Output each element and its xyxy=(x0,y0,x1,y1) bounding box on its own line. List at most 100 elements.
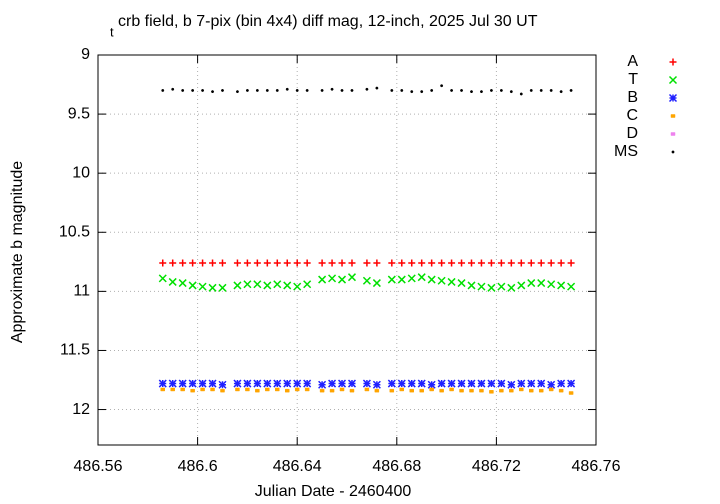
data-point xyxy=(328,259,336,267)
data-point xyxy=(388,259,396,267)
data-point xyxy=(558,388,564,393)
x-axis-label: Julian Date - 2460400 xyxy=(255,483,412,500)
data-point xyxy=(537,279,546,288)
data-point xyxy=(497,282,506,291)
legend-marker xyxy=(670,114,676,118)
data-point xyxy=(548,387,554,392)
data-point xyxy=(499,89,503,92)
data-point xyxy=(409,388,414,393)
data-point xyxy=(389,388,395,393)
data-point xyxy=(429,387,434,392)
data-point xyxy=(243,259,251,267)
data-point xyxy=(210,387,215,392)
data-point xyxy=(372,380,381,389)
data-point xyxy=(547,280,556,289)
data-point xyxy=(159,259,167,267)
y-tick-label: 10.5 xyxy=(59,223,90,240)
data-point xyxy=(557,259,565,267)
data-point xyxy=(537,379,546,388)
y-tick-label: 10 xyxy=(72,164,90,181)
data-point xyxy=(507,283,516,292)
data-point xyxy=(339,387,345,392)
data-point xyxy=(318,259,326,267)
data-point xyxy=(480,90,483,94)
data-point xyxy=(487,379,496,388)
data-point xyxy=(233,281,242,290)
data-point xyxy=(253,280,262,289)
data-point xyxy=(198,379,207,388)
data-point xyxy=(567,379,576,388)
data-point xyxy=(199,259,207,267)
data-point xyxy=(430,89,434,92)
data-point xyxy=(263,259,271,267)
data-point xyxy=(547,380,556,389)
data-point xyxy=(275,387,280,392)
data-point xyxy=(487,283,496,292)
data-point xyxy=(283,259,291,267)
data-point xyxy=(235,90,239,94)
data-point xyxy=(549,89,553,92)
data-point xyxy=(168,277,177,286)
data-point xyxy=(318,275,327,284)
data-point xyxy=(218,380,227,389)
plot-frame xyxy=(97,54,597,446)
data-point xyxy=(437,276,446,285)
data-point xyxy=(303,280,312,289)
y-axis-label: Approximate b magnitude xyxy=(9,161,26,343)
data-point xyxy=(499,388,504,393)
data-point xyxy=(557,281,566,290)
data-point xyxy=(265,89,269,92)
data-point xyxy=(158,379,167,388)
data-point xyxy=(337,379,347,388)
data-point xyxy=(209,259,217,267)
data-point xyxy=(458,259,466,267)
data-point xyxy=(439,388,444,393)
data-point xyxy=(178,379,187,388)
data-point xyxy=(191,89,195,92)
data-point xyxy=(364,387,370,392)
data-point xyxy=(348,259,356,267)
data-point xyxy=(410,90,414,94)
y-tick-label: 9 xyxy=(81,46,90,63)
legend-label: C xyxy=(626,107,638,124)
data-point xyxy=(387,275,396,284)
data-point xyxy=(567,259,575,267)
legend-marker xyxy=(669,58,677,66)
data-point xyxy=(198,282,207,291)
y-tick-label: 12 xyxy=(72,401,90,418)
data-point xyxy=(169,259,177,267)
data-point xyxy=(373,259,381,267)
data-point xyxy=(397,379,406,388)
data-point xyxy=(347,273,357,282)
data-point xyxy=(398,259,406,267)
data-point xyxy=(283,379,292,388)
data-point xyxy=(537,259,545,267)
data-point xyxy=(245,89,249,92)
data-point xyxy=(529,89,533,92)
data-point xyxy=(171,87,175,91)
data-point xyxy=(519,387,524,392)
data-point xyxy=(489,89,493,92)
data-point xyxy=(328,274,337,283)
data-point xyxy=(263,281,272,290)
chart-title: crb field, b 7-pix (bin 4x4) diff mag, 1… xyxy=(118,13,538,30)
data-point xyxy=(559,90,563,94)
data-point xyxy=(568,391,574,395)
data-point xyxy=(539,89,543,92)
data-point xyxy=(330,87,334,91)
x-tick-label: 486.72 xyxy=(472,458,521,475)
data-point xyxy=(161,89,165,92)
y-tick-label: 9.5 xyxy=(68,105,90,122)
legend-label: D xyxy=(626,125,638,142)
data-point xyxy=(390,89,394,92)
data-point xyxy=(285,87,289,91)
data-point xyxy=(509,388,514,393)
data-point xyxy=(459,388,464,393)
data-point xyxy=(467,379,476,388)
data-point xyxy=(188,281,197,290)
data-point xyxy=(319,388,325,393)
data-point xyxy=(338,259,346,267)
data-point xyxy=(507,259,515,267)
data-point xyxy=(201,89,205,92)
data-point xyxy=(220,388,225,393)
